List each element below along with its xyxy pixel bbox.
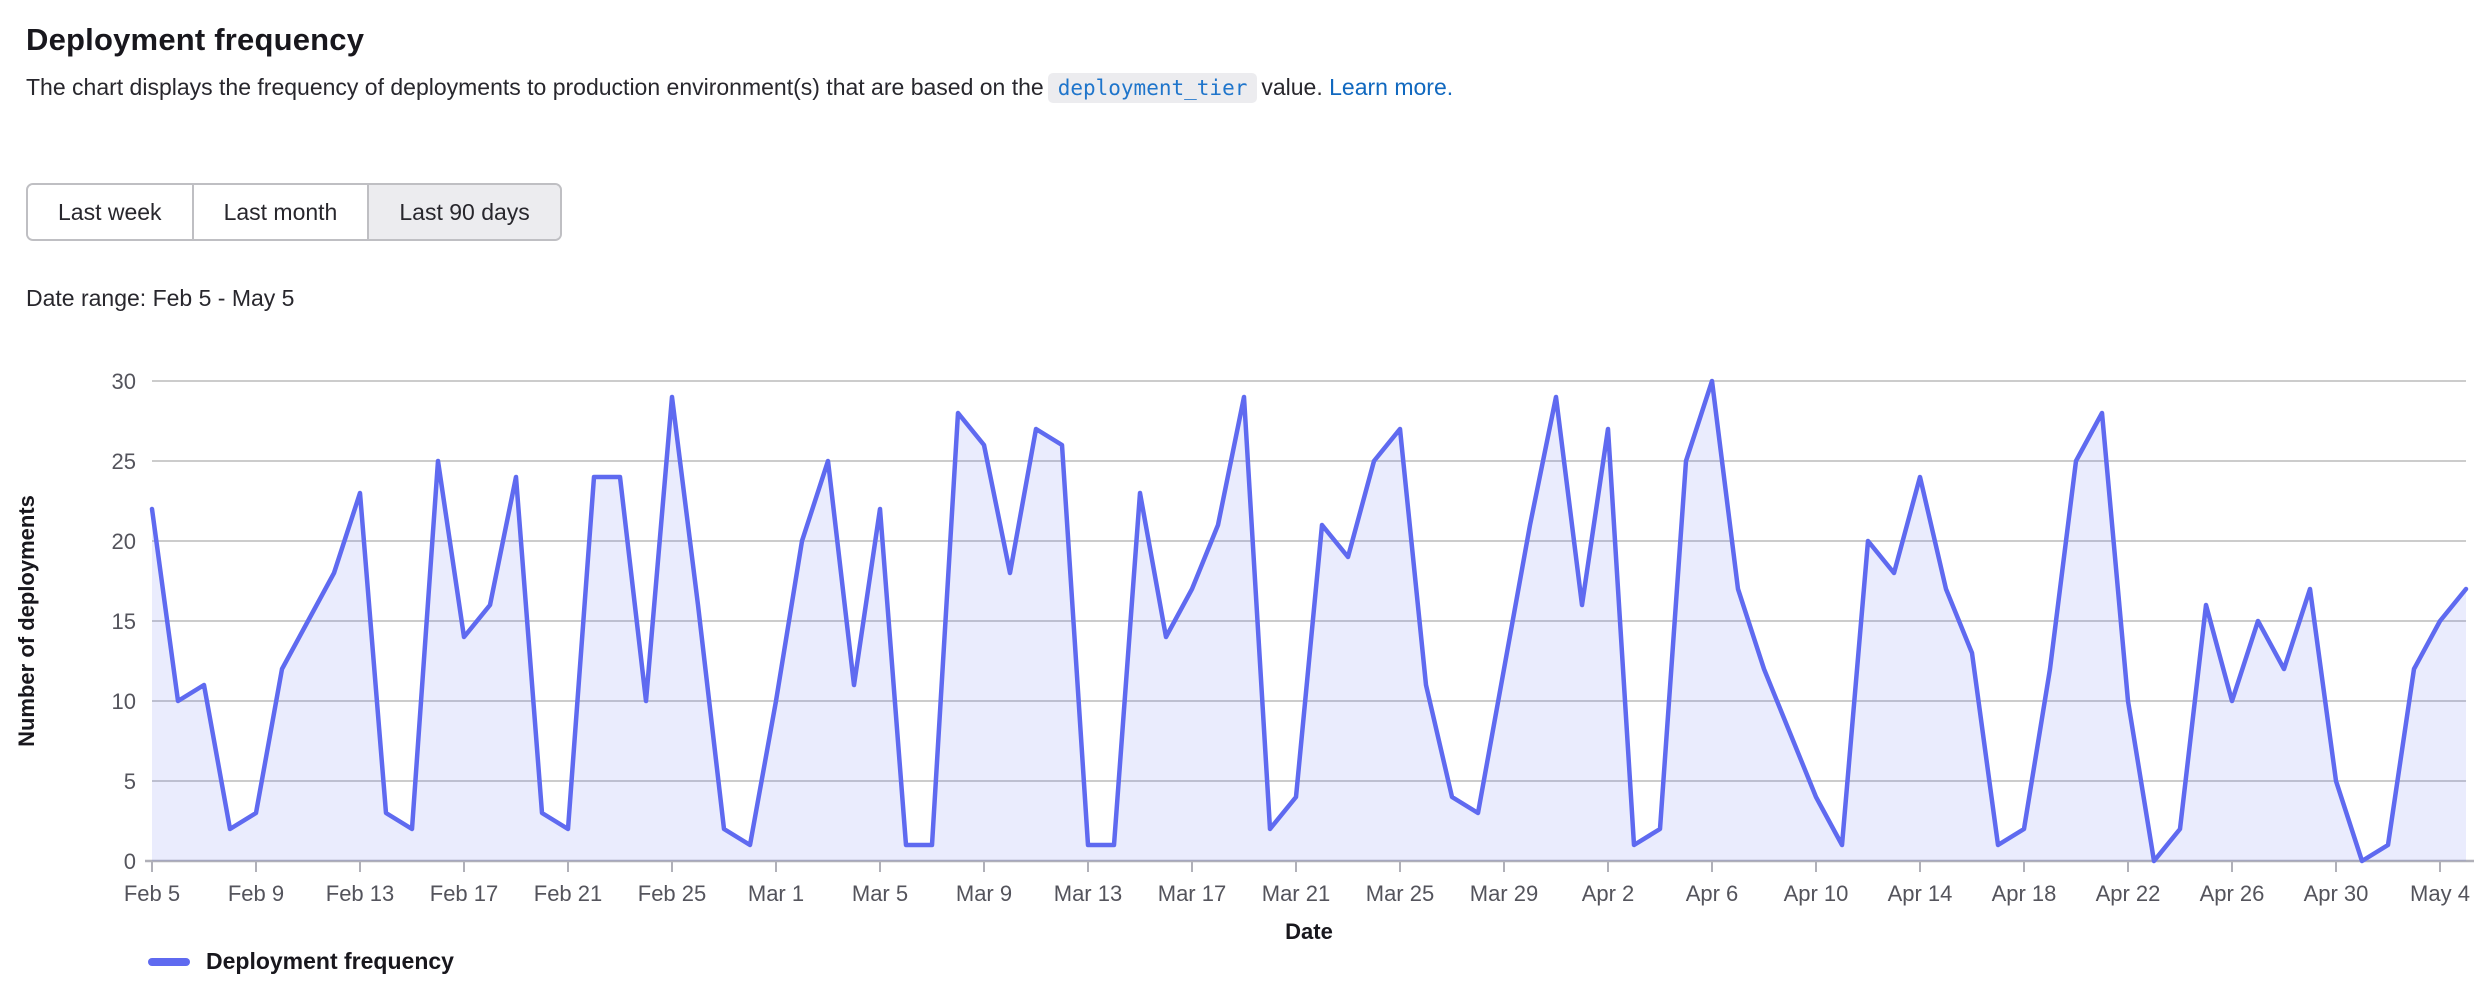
x-axis-title: Date: [1285, 919, 1333, 944]
x-axis-tick-label: Apr 10: [1784, 881, 1849, 906]
x-axis-tick-label: Apr 26: [2200, 881, 2265, 906]
deployment-frequency-line: [149, 378, 2469, 864]
x-axis-tick-label: Feb 25: [638, 881, 707, 906]
y-axis-tick-label: 20: [112, 529, 136, 554]
learn-more-link[interactable]: Learn more.: [1329, 74, 1454, 100]
x-axis-tick-label: Mar 9: [956, 881, 1012, 906]
deployment-frequency-chart: 0 5 10 15 20 25 30 Feb 5 Feb 9 Feb 13 Feb 17 Feb 21…: [14, 369, 2474, 944]
x-axis-tick-label: Mar 17: [1158, 881, 1226, 906]
x-axis-tick-label: Apr 6: [1686, 881, 1739, 906]
y-axis-tick-label: 0: [124, 849, 136, 874]
x-axis-tick-label: Feb 13: [326, 881, 395, 906]
x-axis-tick-label: Feb 9: [228, 881, 284, 906]
x-axis-tick-label: Apr 22: [2096, 881, 2161, 906]
y-axis-tick-label: 25: [112, 449, 136, 474]
chart-legend: Deployment frequency: [148, 948, 454, 975]
x-axis-tick-label: Feb 17: [430, 881, 499, 906]
x-axis-tick-label: Mar 1: [748, 881, 804, 906]
deployment-tier-token: deployment_tier: [1047, 73, 1258, 103]
chart-description: The chart displays the frequency of depl…: [26, 73, 1454, 103]
x-axis-tick-label: Apr 14: [1888, 881, 1953, 906]
date-range-label: Date range: Feb 5 - May 5: [26, 285, 295, 311]
filter-last-month-button[interactable]: Last month: [191, 185, 368, 239]
page-title: Deployment frequency: [26, 22, 365, 57]
x-axis-tick-label: Apr 18: [1992, 881, 2057, 906]
y-axis-tick-label: 30: [112, 369, 136, 394]
y-axis-tick-label: 5: [124, 769, 136, 794]
x-axis-tick-label: Feb 5: [124, 881, 180, 906]
x-axis-tick-label: Feb 21: [534, 881, 603, 906]
x-axis-tick-label: Mar 29: [1470, 881, 1538, 906]
filter-last-week-button[interactable]: Last week: [28, 185, 192, 239]
x-axis-tick-label: Apr 30: [2304, 881, 2369, 906]
description-text: The chart displays the frequency of depl…: [26, 74, 1044, 100]
y-axis-title: Number of deployments: [14, 495, 39, 747]
date-range-filter: Last week Last month Last 90 days: [26, 183, 562, 241]
filter-last-90-days-button[interactable]: Last 90 days: [367, 185, 560, 239]
x-axis-tick-label: Mar 13: [1054, 881, 1122, 906]
legend-line-swatch: [148, 957, 190, 966]
description-text-suffix: value.: [1261, 74, 1323, 100]
legend-label: Deployment frequency: [206, 948, 454, 974]
x-axis-tick-label: Mar 5: [852, 881, 908, 906]
x-axis-tick-label: Mar 25: [1366, 881, 1434, 906]
x-axis-tick-label: Apr 2: [1582, 881, 1635, 906]
x-axis-tick-label: May 4: [2410, 881, 2470, 906]
y-axis-tick-label: 10: [112, 689, 136, 714]
y-axis-tick-label: 15: [112, 609, 136, 634]
x-axis-tick-label: Mar 21: [1262, 881, 1330, 906]
